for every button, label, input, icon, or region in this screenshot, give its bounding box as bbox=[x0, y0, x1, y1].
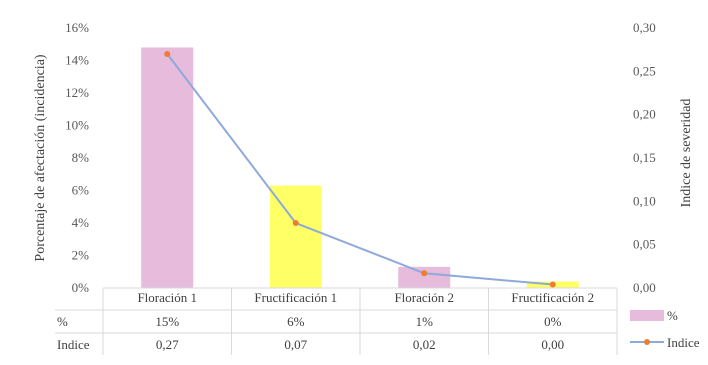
left-axis-tick-label: 10% bbox=[65, 118, 89, 133]
legend-swatch-bar bbox=[630, 310, 664, 321]
table-cell: 6% bbox=[287, 314, 305, 329]
right-axis-tick-label: 0,25 bbox=[633, 63, 656, 78]
bar-1 bbox=[141, 47, 194, 288]
indice-marker-3 bbox=[421, 270, 428, 277]
indice-marker-2 bbox=[292, 220, 299, 226]
table-cell: 0,00 bbox=[541, 337, 564, 352]
table-cell: 0,27 bbox=[156, 337, 179, 352]
table-row-header: % bbox=[57, 314, 68, 329]
bar-2 bbox=[269, 185, 322, 288]
right-axis-tick-label: 0,15 bbox=[633, 150, 656, 165]
right-axis-tick-label: 0,20 bbox=[633, 107, 656, 122]
table-cell: 0,07 bbox=[284, 337, 307, 352]
bar-3 bbox=[398, 266, 451, 288]
table-row-header: Indice bbox=[57, 337, 90, 352]
indice-marker-1 bbox=[164, 51, 171, 57]
right-axis-tick-label: 0,30 bbox=[633, 20, 656, 35]
table-cell: 1% bbox=[416, 314, 434, 329]
left-axis-tick-label: 0% bbox=[72, 280, 90, 295]
right-axis-tick-label: 0,00 bbox=[633, 280, 656, 295]
left-axis-tick-label: 12% bbox=[65, 85, 89, 100]
category-label: Floración 1 bbox=[137, 290, 197, 305]
right-axis-tick-label: 0,05 bbox=[633, 237, 656, 252]
table-cell: 15% bbox=[155, 314, 179, 329]
category-label: Floración 2 bbox=[394, 290, 454, 305]
right-axis-title: Indice de severidad bbox=[679, 99, 694, 208]
left-axis-tick-label: 16% bbox=[65, 20, 89, 35]
left-axis-tick-label: 14% bbox=[65, 53, 89, 68]
legend-label: % bbox=[667, 308, 678, 323]
table-cell: 0,02 bbox=[413, 337, 436, 352]
legend-swatch-marker bbox=[644, 339, 650, 345]
table-cell: 0% bbox=[544, 314, 562, 329]
legend-label: Indice bbox=[667, 335, 700, 350]
right-axis-tick-label: 0,10 bbox=[633, 193, 656, 208]
left-axis-tick-label: 2% bbox=[72, 248, 90, 263]
indice-series-line bbox=[166, 53, 553, 286]
left-axis-tick-label: 6% bbox=[72, 183, 90, 198]
left-axis-tick-label: 4% bbox=[72, 215, 90, 230]
category-label: Fructificación 1 bbox=[254, 290, 337, 305]
left-axis-tick-label: 8% bbox=[72, 150, 90, 165]
category-label: Fructificación 2 bbox=[511, 290, 594, 305]
left-axis-title: Porcentaje de afectación (incidencia) bbox=[33, 54, 48, 261]
indice-marker-4 bbox=[549, 281, 556, 288]
